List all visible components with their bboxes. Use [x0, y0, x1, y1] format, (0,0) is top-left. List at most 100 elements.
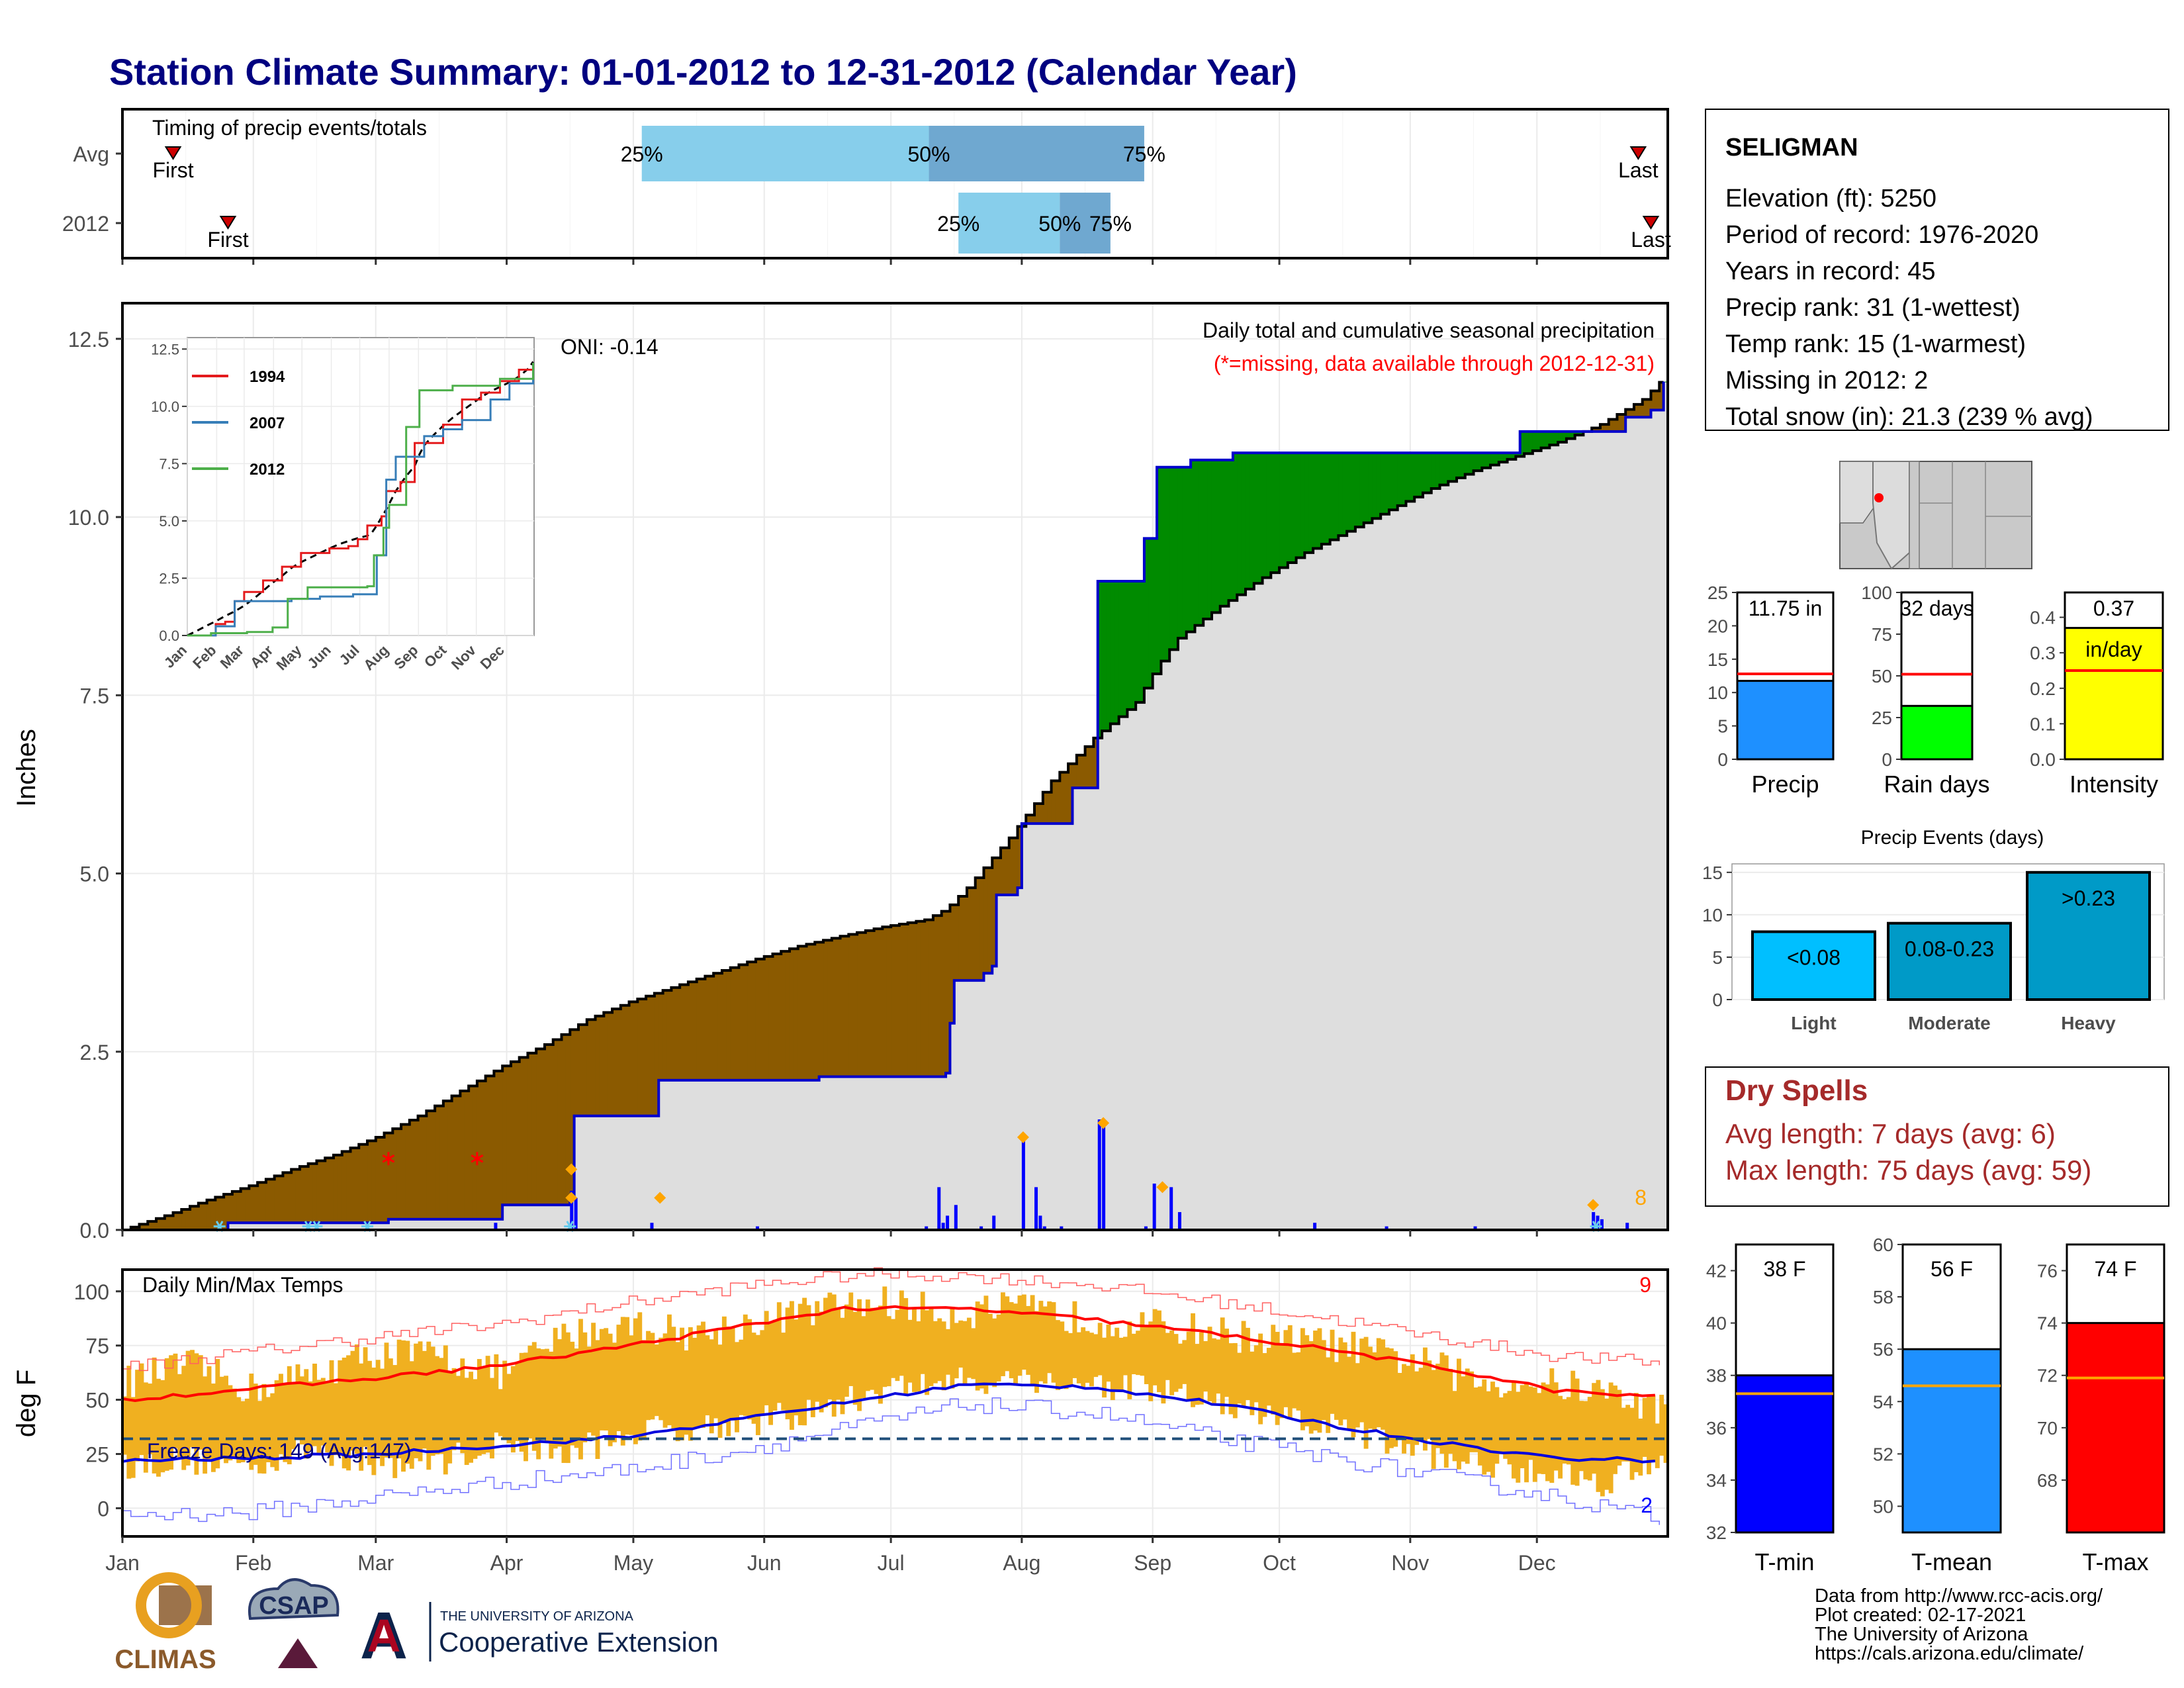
- precip-surplus-area: [1457, 453, 1461, 478]
- events-ytick-label: 0: [1712, 990, 1723, 1010]
- precip-deficit-area: [870, 930, 875, 1077]
- daily-temp-bar: [937, 1318, 942, 1382]
- precip-deficit-area: [320, 1160, 326, 1223]
- precip-surplus-area: [1118, 581, 1124, 717]
- daily-temp-bar: [135, 1370, 140, 1462]
- daily-temp-bar: [1583, 1401, 1588, 1479]
- daily-temp-bar: [338, 1360, 343, 1456]
- daily-temp-bar: [768, 1322, 773, 1425]
- daily-temp-bar: [396, 1339, 402, 1459]
- ua-big-text: Cooperative Extension: [439, 1626, 719, 1658]
- daily-temp-bar: [130, 1397, 136, 1478]
- daily-temp-bar: [1422, 1347, 1428, 1451]
- daily-temp-bar: [781, 1333, 786, 1411]
- precip-surplus-area: [1169, 467, 1175, 650]
- precip-deficit-area: [823, 940, 829, 1077]
- daily-temp-bar: [755, 1335, 760, 1436]
- daily-temp-bar: [215, 1358, 220, 1469]
- daily-temp-bar: [1443, 1355, 1449, 1468]
- precip-surplus-area: [1414, 453, 1420, 497]
- daily-temp-bar: [325, 1382, 330, 1453]
- precip-deficit-area: [1064, 772, 1069, 824]
- precip-deficit-area: [958, 896, 964, 981]
- precip-deficit-area: [396, 1129, 402, 1219]
- daily-temp-bar: [1596, 1380, 1601, 1492]
- precip-deficit-area: [388, 1133, 393, 1219]
- precip-deficit-area: [1613, 419, 1618, 432]
- daily-temp-bar: [870, 1307, 875, 1390]
- precip-panel: 0.0 2.5 5.0 7.5 10.0 12.5 Inches Daily total …: [12, 302, 1669, 1243]
- daily-temp-bar: [1355, 1363, 1360, 1428]
- precip-deficit-area: [865, 930, 870, 1077]
- month-label: Mar: [357, 1551, 394, 1575]
- daily-temp-bar: [287, 1366, 292, 1465]
- daily-temp-bar: [1131, 1333, 1136, 1374]
- daily-temp-bar: [527, 1345, 533, 1439]
- precip-deficit-area: [549, 1045, 554, 1205]
- daily-temp-bar: [409, 1361, 414, 1469]
- daily-temp-bar: [304, 1369, 309, 1459]
- summary-name-label: Rain days: [1884, 771, 1989, 798]
- daily-temp-bar: [925, 1310, 930, 1395]
- precip-deficit-area: [595, 1015, 600, 1116]
- daily-temp-bar: [675, 1342, 680, 1442]
- daily-temp-bar: [380, 1368, 385, 1466]
- month-label: Nov: [1391, 1551, 1429, 1575]
- daily-temp-bar: [907, 1319, 913, 1383]
- daily-precip-bar: [925, 1226, 929, 1230]
- precip-deficit-area: [371, 1141, 377, 1223]
- month-label: Jun: [747, 1551, 782, 1575]
- ua-small-text: THE UNIVERSITY OF ARIZONA: [440, 1609, 634, 1624]
- daily-temp-bar: [1604, 1398, 1610, 1490]
- precip-surplus-area: [1431, 453, 1436, 489]
- daily-temp-bar: [435, 1356, 439, 1455]
- precip-deficit-area: [701, 978, 706, 1080]
- daily-temp-bar: [1051, 1302, 1056, 1383]
- daily-temp-bar: [451, 1368, 457, 1450]
- timing-last-label: Last: [1631, 228, 1671, 252]
- precip-deficit-area: [827, 940, 833, 1077]
- csap-logo: CSAP: [248, 1578, 340, 1668]
- daily-precip-bar: [1385, 1226, 1388, 1230]
- summary-ytick-label: 0.4: [2030, 608, 2056, 628]
- precip-deficit-area: [206, 1199, 212, 1230]
- daily-temp-bar: [865, 1299, 870, 1391]
- precip-deficit-area: [1089, 746, 1094, 788]
- daily-temp-bar: [1381, 1339, 1386, 1430]
- daily-temp-bar: [836, 1308, 841, 1400]
- daily-temp-bar: [747, 1319, 752, 1420]
- daily-temp-bar: [1351, 1331, 1356, 1438]
- daily-temp-bar: [553, 1327, 558, 1449]
- daily-temp-bar: [1085, 1331, 1090, 1383]
- inset-avg-line: [187, 361, 534, 637]
- footer: Data from http://www.rcc-acis.org/Plot c…: [114, 1572, 2103, 1674]
- event-bar-label: 0.08-0.23: [1905, 937, 1994, 961]
- precip-deficit-area: [696, 978, 702, 1080]
- daily-temp-bar: [1414, 1371, 1420, 1445]
- daily-temp-bar: [210, 1383, 216, 1472]
- daily-temp-bar: [760, 1330, 765, 1415]
- daily-temp-bar: [549, 1351, 554, 1459]
- daily-temp-bar: [612, 1342, 617, 1442]
- daily-temp-bar: [152, 1357, 157, 1474]
- precip-surplus-area: [1520, 431, 1525, 457]
- daily-temp-bar: [1520, 1385, 1525, 1469]
- precip-surplus-area: [1528, 431, 1533, 454]
- daily-temp-bar: [625, 1317, 630, 1435]
- summary-ytick-label: 20: [1707, 616, 1728, 636]
- daily-temp-bar: [586, 1346, 592, 1433]
- daily-temp-bar: [367, 1360, 372, 1466]
- precip-surplus-area: [1363, 453, 1369, 523]
- precip-surplus-area: [1216, 459, 1221, 613]
- daily-temp-bar: [987, 1313, 993, 1383]
- daily-temp-bar: [1621, 1407, 1626, 1462]
- precip-deficit-area: [857, 932, 862, 1077]
- precip-surplus-area: [1393, 453, 1398, 510]
- precip-ytick-label: 2.5: [80, 1041, 109, 1064]
- daily-precip-bar: [574, 1197, 578, 1230]
- precip-deficit-area: [680, 984, 685, 1080]
- precip-deficit-area: [730, 967, 735, 1080]
- precip-deficit-area: [228, 1194, 233, 1223]
- precip-deficit-area: [794, 949, 799, 1080]
- inset-ytick-label: 0.0: [159, 628, 179, 644]
